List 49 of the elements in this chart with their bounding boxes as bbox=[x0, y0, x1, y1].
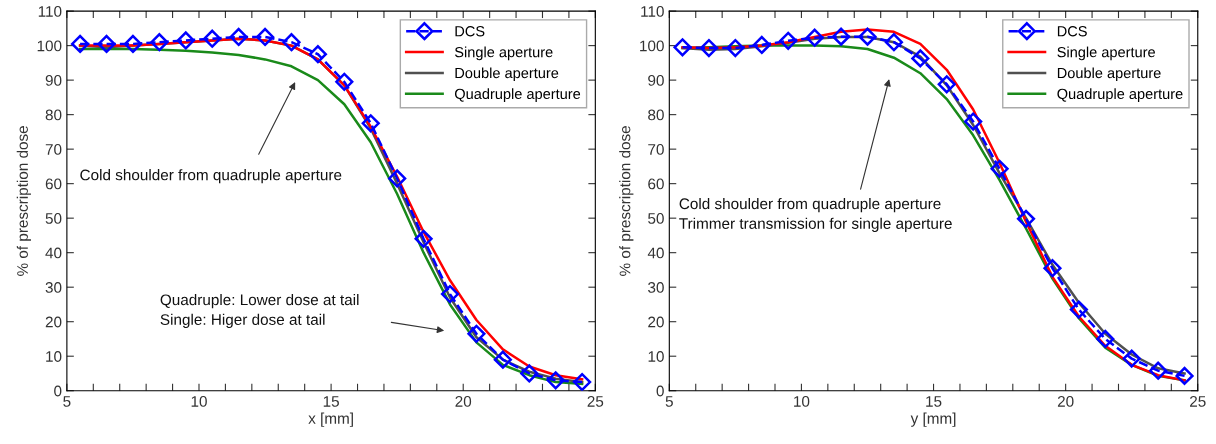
y-tick-label: 0 bbox=[54, 385, 62, 397]
x-axis-title: x [mm] bbox=[308, 412, 353, 427]
x-tick-label: 5 bbox=[63, 396, 71, 407]
y-tick-label: 60 bbox=[45, 178, 62, 190]
y-tick-label: 30 bbox=[648, 282, 664, 293]
y-tick-label: 90 bbox=[45, 74, 62, 86]
x-tick-label: 15 bbox=[926, 396, 942, 407]
y-axis-title: % of prescription dose bbox=[619, 126, 634, 276]
x-tick-label: 10 bbox=[191, 395, 207, 407]
legend-label: Quadruple aperture bbox=[454, 88, 581, 102]
x-tick-label: 15 bbox=[323, 396, 339, 407]
x-tick-label: 20 bbox=[1057, 395, 1074, 407]
y-tick-label: 80 bbox=[648, 109, 664, 121]
x-tick-label: 25 bbox=[1190, 395, 1206, 407]
y-tick-label: 100 bbox=[640, 40, 664, 52]
y-tick-label: 110 bbox=[641, 5, 664, 17]
legend-label: Quadruple aperture bbox=[1057, 88, 1183, 102]
legend-label: Double aperture bbox=[455, 67, 559, 82]
y-tick-label: 20 bbox=[45, 316, 62, 328]
legend-label: DCS bbox=[1057, 26, 1087, 37]
y-tick-label: 50 bbox=[648, 213, 664, 224]
legend-label: DCS bbox=[455, 26, 485, 37]
y-tick-label: 110 bbox=[38, 5, 62, 17]
y-tick-label: 60 bbox=[648, 178, 664, 190]
y-tick-label: 40 bbox=[45, 247, 62, 259]
annotation: Cold shoulder from quadruple aperture Trimmer transmission for single aperture bbox=[679, 197, 952, 232]
y-tick-label: 0 bbox=[656, 385, 664, 397]
y-tick-label: 50 bbox=[45, 213, 62, 224]
y-axis-title: % of prescription dose bbox=[16, 126, 31, 276]
annotation: Quadruple: Lower dose at tail Single: Higer dose at tail bbox=[160, 293, 359, 329]
x-tick-label: 25 bbox=[587, 395, 604, 407]
y-tick-label: 10 bbox=[46, 351, 62, 362]
y-tick-label: 30 bbox=[45, 282, 62, 293]
y-tick-label: 90 bbox=[648, 74, 664, 86]
legend-label: Single aperture bbox=[454, 46, 553, 61]
y-tick-label: 10 bbox=[648, 351, 664, 362]
annotation: Cold shoulder from quadruple aperture bbox=[80, 169, 342, 184]
x-tick-label: 10 bbox=[794, 395, 810, 407]
x-axis-title: y [mm] bbox=[910, 412, 956, 427]
legend-label: Single aperture bbox=[1057, 46, 1155, 61]
x-tick-label: 5 bbox=[665, 396, 673, 407]
y-tick-label: 40 bbox=[647, 247, 664, 259]
y-tick-label: 80 bbox=[45, 109, 62, 121]
y-tick-label: 70 bbox=[45, 144, 62, 155]
legend-label: Double aperture bbox=[1057, 67, 1161, 82]
y-tick-label: 100 bbox=[37, 40, 62, 52]
y-tick-label: 20 bbox=[648, 316, 664, 328]
x-tick-label: 20 bbox=[455, 395, 472, 407]
y-tick-label: 70 bbox=[648, 144, 664, 155]
